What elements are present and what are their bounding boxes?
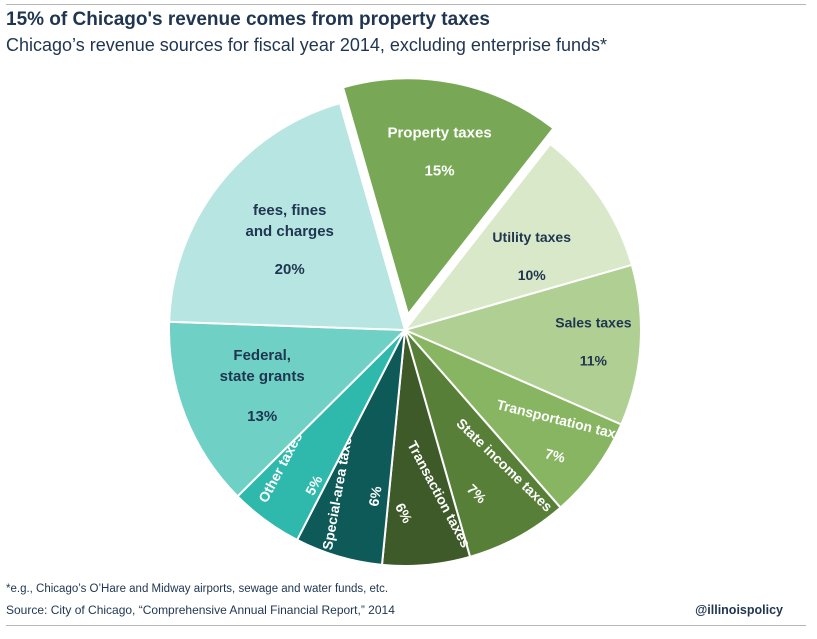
pie-slice-transportation-taxes [404,329,623,509]
slice-label: Utility taxes [492,229,571,245]
pie-slice-fees-fines-and-charges [168,101,407,332]
slice-value-label: 7% [543,445,567,466]
bottom-rule [6,625,806,626]
slice-value-label: 6% [365,484,384,507]
slice-value-label: 11% [580,353,608,369]
slice-label: Property taxes [387,125,491,142]
slice-label-group: Utility taxes 10% [492,229,571,283]
slice-value-label: 10% [518,267,547,283]
slice-value-label: 15% [425,163,455,180]
slice-value-label: 20% [275,261,305,278]
slice-label-group: Property taxes 15% [387,125,491,180]
slice-label: Sales taxes [555,315,631,331]
top-rule [6,4,806,5]
pie-slice-utility-taxes [402,142,634,332]
slice-value-label: 13% [247,408,277,425]
pie-slice-state-income-taxes [404,329,562,559]
slice-label-group: fees, fines and charges 20% [246,202,334,278]
chart-title: 15% of Chicago's revenue comes from prop… [6,9,490,30]
slice-label-group: Sales taxes 11% [555,315,631,369]
chart-subtitle: Chicago’s revenue sources for fiscal yea… [6,35,608,55]
source-note: Source: City of Chicago, “Comprehensive … [6,603,395,617]
slice-label-group: Federal, state grants 13% [220,347,305,425]
brand-handle: @illinoispolicy [695,603,783,617]
slice-label: Federal, state grants [220,347,305,385]
pie-slice-federal-state-grants [168,320,408,498]
pie-slice-property-taxes [341,77,555,317]
footnote: *e.g., Chicago’s O’Hare and Midway airpo… [6,583,389,595]
slice-label: fees, fines and charges [246,202,334,240]
pie-slice-sales-taxes [402,263,642,426]
